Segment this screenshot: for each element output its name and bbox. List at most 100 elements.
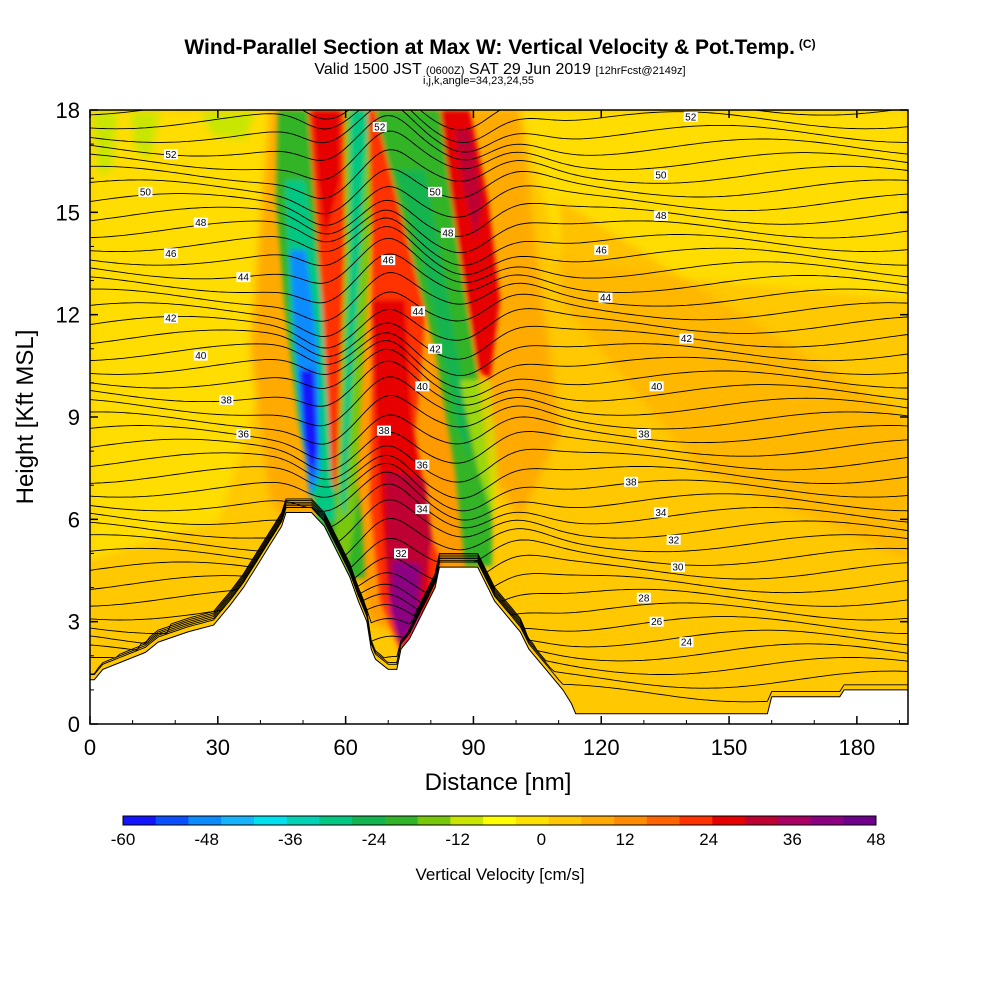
isentrope-line xyxy=(90,291,908,338)
isentrope-label: 52 xyxy=(683,111,698,123)
svg-text:50: 50 xyxy=(140,187,152,198)
isentrope-label: 46 xyxy=(594,244,609,256)
isentrope-label: 32 xyxy=(666,534,681,546)
colorbar-swatch xyxy=(221,816,255,825)
subtitle-utc: (0600Z) xyxy=(425,65,465,77)
colorbar-swatch xyxy=(188,816,222,825)
colorbar-swatch xyxy=(483,816,517,825)
isentrope-line xyxy=(90,431,908,472)
isentrope-line xyxy=(90,149,908,199)
terrain xyxy=(90,512,908,724)
isentrope-lines xyxy=(90,110,908,703)
isentrope-label: 30 xyxy=(670,562,685,574)
isentrope-label: 50 xyxy=(653,169,668,181)
x-axis-label: Distance [nm] xyxy=(425,769,572,796)
colorbar-swatch xyxy=(155,816,189,825)
colorbar-tick-label: -48 xyxy=(194,830,219,849)
isentrope-label: 42 xyxy=(163,313,178,325)
isentrope-label: 44 xyxy=(411,306,426,318)
isentrope-line xyxy=(90,445,908,483)
isentrope-label: 36 xyxy=(236,429,251,441)
isentrope-line xyxy=(90,506,908,569)
x-tick-label: 30 xyxy=(206,735,230,760)
isentrope-label: 46 xyxy=(381,255,396,267)
isentrope-line xyxy=(90,340,908,389)
isentrope-line xyxy=(90,503,908,675)
colorbar-swatch xyxy=(843,816,877,825)
x-tick-label: 120 xyxy=(583,735,620,760)
isentrope-label: 28 xyxy=(636,592,651,604)
isentrope-label: 52 xyxy=(372,122,387,134)
chart-title: Wind-Parallel Section at Max W: Vertical… xyxy=(0,36,1000,60)
x-tick-label: 180 xyxy=(839,735,876,760)
chart-subtitle-indices: i,j,k,angle=34,23,24,55 xyxy=(423,75,535,87)
svg-text:44: 44 xyxy=(412,307,424,318)
svg-text:48: 48 xyxy=(442,228,454,239)
isentrope-line xyxy=(90,506,908,594)
svg-text:52: 52 xyxy=(165,150,177,161)
isentrope-line xyxy=(90,253,908,304)
y-tick-label: 15 xyxy=(56,200,80,225)
isentrope-line xyxy=(90,500,908,648)
svg-text:40: 40 xyxy=(651,382,663,393)
isentrope-line xyxy=(90,348,908,398)
isentrope-line xyxy=(90,501,908,662)
isentrope-label: 34 xyxy=(415,504,430,516)
svg-text:34: 34 xyxy=(417,505,429,516)
svg-text:48: 48 xyxy=(655,211,667,222)
svg-text:28: 28 xyxy=(638,593,650,604)
isentrope-label: 40 xyxy=(649,381,664,393)
isentrope-label: 42 xyxy=(428,343,443,355)
svg-text:44: 44 xyxy=(238,273,250,284)
x-tick-label: 0 xyxy=(84,735,96,760)
colorbar-tick-label: 36 xyxy=(783,830,802,849)
colorbar-tick-label: 48 xyxy=(867,830,886,849)
isentrope-label: 32 xyxy=(394,548,409,560)
svg-text:50: 50 xyxy=(430,187,442,198)
isentrope-label: 48 xyxy=(653,210,668,222)
updraft-east xyxy=(440,110,500,380)
svg-text:48: 48 xyxy=(195,218,207,229)
svg-text:44: 44 xyxy=(600,293,612,304)
svg-text:36: 36 xyxy=(417,460,429,471)
colorbar-swatch xyxy=(679,816,713,825)
isentrope-line xyxy=(90,455,908,499)
x-axis: 0 30 60 90 120 150 180 xyxy=(84,110,900,760)
colorbar-swatch xyxy=(614,816,648,825)
isentrope-line xyxy=(90,199,908,237)
isentrope-label: 38 xyxy=(376,425,391,437)
isentrope-line xyxy=(90,130,908,181)
svg-text:46: 46 xyxy=(596,245,608,256)
y-axis-label: Height [Kft MSL] xyxy=(12,330,39,505)
colorbar-swatch xyxy=(384,816,419,825)
y-tick-label: 18 xyxy=(56,98,80,123)
isentrope-labels: 52 50 48 46 44 42 40 38 36 52 50 48 46 44 42 40 38 36 34 32… xyxy=(138,111,698,649)
y-tick-label: 6 xyxy=(68,507,80,532)
weak-sink-right xyxy=(560,200,908,560)
y-tick-label: 9 xyxy=(68,405,80,430)
isentrope-line xyxy=(90,237,908,284)
isentrope-line xyxy=(90,498,908,635)
isentrope-line xyxy=(90,376,908,427)
svg-text:26: 26 xyxy=(651,617,663,628)
svg-text:38: 38 xyxy=(378,426,390,437)
downdraft-east-outer xyxy=(375,110,492,566)
colorbar-tick-label: 24 xyxy=(699,830,718,849)
colorbar-swatch xyxy=(123,816,157,825)
isentrope-line xyxy=(90,308,908,349)
colorbar-swatch xyxy=(515,816,550,825)
x-tick-label: 150 xyxy=(711,735,748,760)
isentrope-line xyxy=(90,505,908,689)
colorbar-swatch xyxy=(777,816,812,825)
colorbar-swatch xyxy=(581,816,615,825)
svg-text:40: 40 xyxy=(417,382,429,393)
isentrope-line xyxy=(90,226,908,276)
isentrope-line xyxy=(90,168,908,215)
svg-text:40: 40 xyxy=(195,351,207,362)
svg-text:42: 42 xyxy=(681,334,693,345)
green-lobe-1 xyxy=(92,112,118,175)
isentrope-line xyxy=(90,185,908,226)
svg-text:38: 38 xyxy=(638,430,650,441)
weak-region-left xyxy=(90,110,300,560)
